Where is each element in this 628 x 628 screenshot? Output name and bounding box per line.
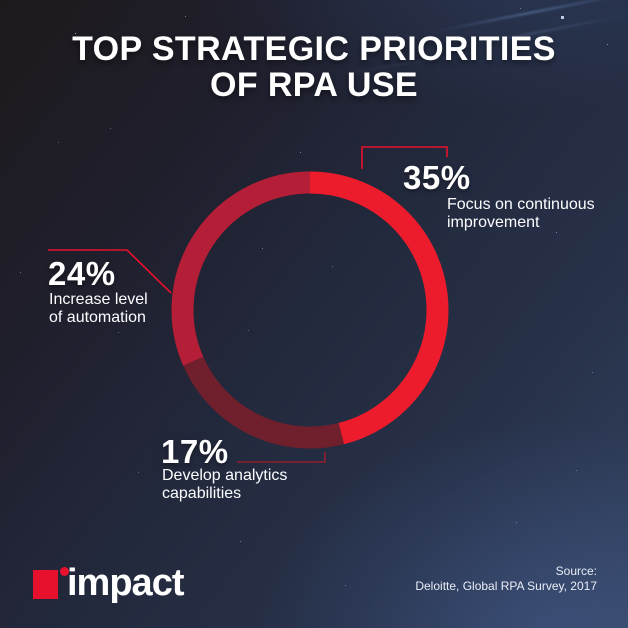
callout-17-description: Develop analytics capabilities bbox=[162, 467, 288, 502]
donut-segment-35% bbox=[309, 171, 449, 445]
impact-logo-text: impact bbox=[67, 562, 184, 604]
callout-35-description: Focus on continuous improvement bbox=[447, 196, 595, 231]
callout-24-percent: 24% bbox=[48, 255, 116, 292]
donut-segment-24% bbox=[171, 171, 311, 366]
impact-logo-square-icon bbox=[33, 570, 58, 599]
page-title-line2: OF RPA USE bbox=[209, 66, 419, 104]
source-label: Source: bbox=[555, 564, 597, 578]
source-citation: Deloitte, Global RPA Survey, 2017 bbox=[415, 579, 597, 593]
donut-chart-svg bbox=[171, 171, 449, 449]
source-attribution: Source: Deloitte, Global RPA Survey, 201… bbox=[415, 564, 597, 594]
leader-line-17 bbox=[237, 452, 326, 463]
page-title: TOP STRATEGIC PRIORITIES OF RPA USE bbox=[0, 31, 628, 103]
donut-chart bbox=[171, 171, 449, 449]
callout-24-description: Increase level of automation bbox=[49, 291, 148, 326]
starfield bbox=[0, 0, 1, 1]
impact-logo-dot-icon bbox=[59, 567, 69, 576]
donut-segment-17% bbox=[183, 356, 344, 449]
light-streak bbox=[433, 0, 628, 33]
page-title-line1: TOP STRATEGIC PRIORITIES bbox=[72, 30, 556, 68]
callout-17-percent: 17% bbox=[161, 433, 229, 470]
callout-35-percent: 35% bbox=[403, 159, 471, 196]
